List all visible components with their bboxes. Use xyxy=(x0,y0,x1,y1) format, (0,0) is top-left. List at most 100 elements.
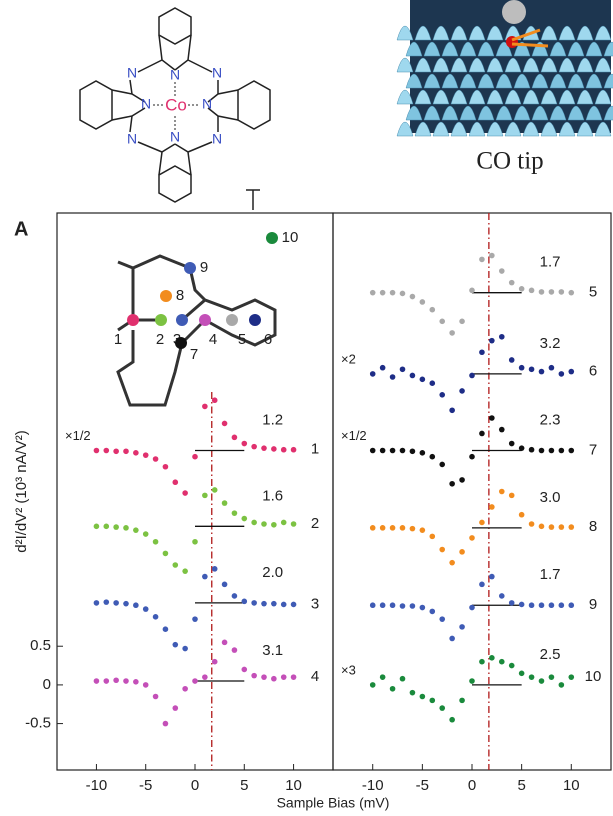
data-point xyxy=(182,685,188,692)
data-point xyxy=(479,519,485,526)
data-point xyxy=(152,456,159,462)
data-point xyxy=(419,527,426,533)
cone xyxy=(540,57,558,73)
cone xyxy=(441,73,459,89)
cone xyxy=(504,89,522,105)
data-point xyxy=(508,600,515,606)
data-point xyxy=(231,510,238,516)
atom-site-label: 6 xyxy=(264,331,272,348)
peak-label: 1.2 xyxy=(262,411,283,428)
data-point xyxy=(389,447,396,454)
data-point xyxy=(449,635,455,642)
cone xyxy=(486,25,504,41)
cone xyxy=(423,105,441,121)
data-point xyxy=(399,366,406,373)
atom-label: N xyxy=(127,131,137,147)
cone xyxy=(585,41,603,57)
data-point xyxy=(221,639,228,646)
data-point xyxy=(439,391,446,398)
data-point xyxy=(93,600,100,606)
data-point xyxy=(261,445,267,451)
data-point xyxy=(379,447,386,454)
atom-site xyxy=(226,314,238,326)
cone xyxy=(432,121,450,137)
data-point xyxy=(369,371,376,377)
cone xyxy=(450,121,468,137)
cone xyxy=(414,89,432,105)
atom-site xyxy=(175,337,187,349)
atom-site xyxy=(127,314,139,326)
data-point xyxy=(518,511,525,518)
data-point xyxy=(548,602,555,609)
cone xyxy=(549,41,567,57)
scale-label: ×1/2 xyxy=(341,428,367,443)
data-point xyxy=(192,453,198,460)
data-point xyxy=(369,289,376,296)
data-point xyxy=(459,388,465,394)
data-point xyxy=(369,525,376,531)
data-point xyxy=(182,490,188,496)
cone xyxy=(603,105,613,121)
atom-site-label: 1 xyxy=(114,331,122,348)
data-point xyxy=(538,447,545,454)
data-point xyxy=(548,289,555,295)
data-point xyxy=(103,447,110,454)
cone xyxy=(567,73,585,89)
data-point xyxy=(271,446,277,452)
data-point xyxy=(202,573,208,580)
cone xyxy=(504,25,522,41)
cone xyxy=(477,105,495,121)
data-point xyxy=(202,403,208,410)
cone xyxy=(468,89,486,105)
data-point xyxy=(280,519,287,526)
data-point xyxy=(518,601,525,608)
cone xyxy=(531,105,549,121)
cone xyxy=(504,57,522,73)
y-axis-label: d²I/dV² (10³ nA/V²) xyxy=(13,430,30,553)
data-point xyxy=(548,364,555,371)
data-point xyxy=(172,562,179,568)
x-axis-label: Sample Bias (mV) xyxy=(277,795,390,811)
x-tick-label: -10 xyxy=(86,777,108,794)
data-point xyxy=(439,461,446,468)
curve-label: 8 xyxy=(589,518,597,535)
data-point xyxy=(558,602,565,609)
curve-label: 4 xyxy=(311,668,319,685)
cone xyxy=(405,73,423,89)
data-point xyxy=(518,445,525,451)
data-point xyxy=(379,525,386,531)
data-point xyxy=(182,568,188,574)
data-point xyxy=(103,678,110,684)
data-point xyxy=(261,674,267,680)
curve-label: 7 xyxy=(589,441,597,458)
cone xyxy=(540,25,558,41)
data-point xyxy=(429,697,436,704)
metal-label: Co xyxy=(165,95,187,114)
data-point xyxy=(399,525,406,531)
data-point xyxy=(251,600,257,606)
data-point xyxy=(459,697,465,704)
cone xyxy=(522,57,540,73)
atom-site xyxy=(184,262,196,274)
data-point xyxy=(113,448,119,455)
data-point xyxy=(93,447,100,454)
data-point xyxy=(469,372,475,379)
x-tick-label: 10 xyxy=(563,777,580,794)
cone xyxy=(432,89,450,105)
x-tick-label: 0 xyxy=(191,777,199,794)
data-point xyxy=(152,614,159,620)
data-point xyxy=(221,420,228,427)
data-point xyxy=(221,581,228,588)
data-point xyxy=(528,366,535,373)
data-point xyxy=(568,447,575,454)
curve-label: 6 xyxy=(589,363,597,380)
y-tick-label: 0 xyxy=(43,676,51,693)
data-point xyxy=(103,599,110,605)
curve-label: 10 xyxy=(585,668,602,685)
data-point xyxy=(271,521,277,528)
data-point xyxy=(469,535,475,541)
atom-label: N xyxy=(127,65,137,81)
data-point xyxy=(479,581,485,588)
peak-label: 3.1 xyxy=(262,642,283,659)
curve-label: 1 xyxy=(311,441,319,458)
